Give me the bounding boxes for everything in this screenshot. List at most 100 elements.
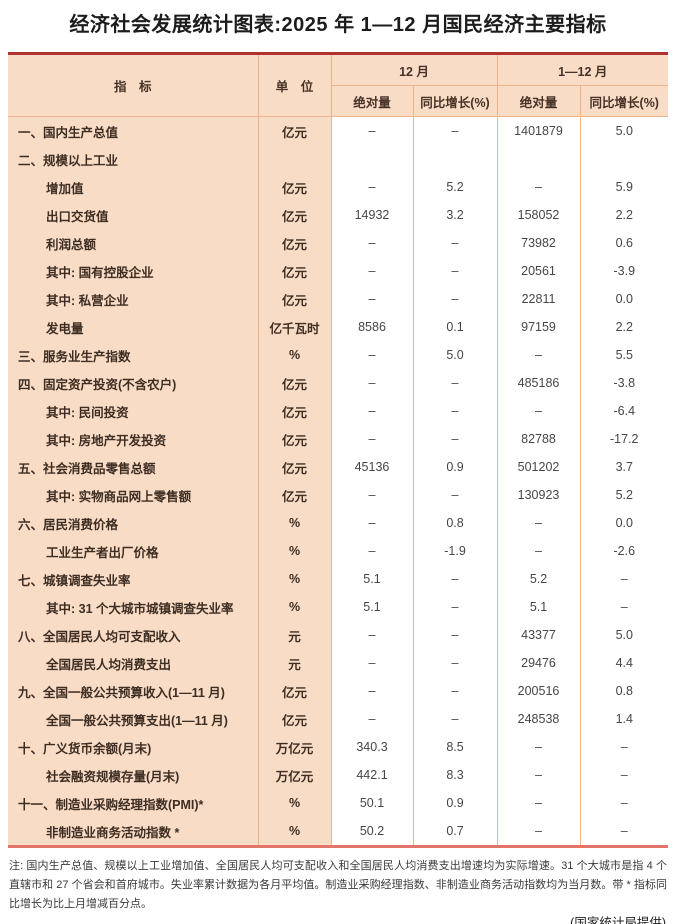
jan-dec-yoy-cell — [580, 145, 669, 173]
jan-dec-absolute-cell: – — [497, 341, 581, 369]
header-row-measures: 绝对量 同比增长(%) 绝对量 同比增长(%) — [8, 85, 669, 117]
indicator-cell: 一、国内生产总值 — [8, 116, 259, 145]
unit-cell: 亿千瓦时 — [258, 313, 332, 341]
jan-dec-yoy-cell: 4.4 — [580, 649, 669, 677]
unit-cell: 亿元 — [258, 285, 332, 313]
indicator-cell: 十一、制造业采购经理指数(PMI)* — [8, 789, 259, 817]
indicator-cell: 出口交货值 — [8, 201, 259, 229]
indicator-cell: 二、规模以上工业 — [8, 145, 259, 173]
december-yoy-cell: – — [413, 369, 498, 397]
table-row: 二、规模以上工业 — [8, 145, 669, 173]
december-yoy-cell: – — [413, 481, 498, 509]
december-absolute-cell: 50.2 — [331, 817, 414, 847]
december-absolute-cell: – — [331, 397, 414, 425]
table-row: 六、居民消费价格 % – 0.8 – 0.0 — [8, 509, 669, 537]
december-yoy-cell: 0.1 — [413, 313, 498, 341]
unit-cell: 亿元 — [258, 425, 332, 453]
unit-cell: 亿元 — [258, 397, 332, 425]
jan-dec-yoy-cell: 0.8 — [580, 677, 669, 705]
indicator-cell: 四、固定资产投资(不含农户) — [8, 369, 259, 397]
december-absolute-cell: – — [331, 116, 414, 145]
unit-cell: % — [258, 509, 332, 537]
unit-cell: 亿元 — [258, 201, 332, 229]
december-absolute-cell: 340.3 — [331, 733, 414, 761]
unit-cell: % — [258, 593, 332, 621]
december-yoy-cell: – — [413, 621, 498, 649]
jan-dec-yoy-cell: -2.6 — [580, 537, 669, 565]
jan-dec-yoy-cell: – — [580, 593, 669, 621]
indicator-cell: 社会融资规模存量(月末) — [8, 761, 259, 789]
jan-dec-yoy-cell: 2.2 — [580, 313, 669, 341]
table-row: 五、社会消费品零售总额 亿元 45136 0.9 501202 3.7 — [8, 453, 669, 481]
jan-dec-yoy-cell: – — [580, 565, 669, 593]
unit-cell: % — [258, 341, 332, 369]
table-row: 全国居民人均消费支出 元 – – 29476 4.4 — [8, 649, 669, 677]
unit-cell: 元 — [258, 621, 332, 649]
december-yoy-cell: 8.3 — [413, 761, 498, 789]
indicator-cell: 工业生产者出厂价格 — [8, 537, 259, 565]
jan-dec-absolute-cell: 200516 — [497, 677, 581, 705]
indicator-cell: 八、全国居民人均可支配收入 — [8, 621, 259, 649]
december-absolute-cell: 50.1 — [331, 789, 414, 817]
jan-dec-yoy-cell: 5.9 — [580, 173, 669, 201]
jan-dec-absolute-cell: 43377 — [497, 621, 581, 649]
jan-dec-yoy-cell: – — [580, 789, 669, 817]
indicator-cell: 六、居民消费价格 — [8, 509, 259, 537]
december-yoy-cell: 8.5 — [413, 733, 498, 761]
jan-dec-yoy-cell: – — [580, 817, 669, 847]
indicator-cell: 非制造业商务活动指数 * — [8, 817, 259, 847]
december-absolute-cell: – — [331, 229, 414, 257]
table-row: 非制造业商务活动指数 * % 50.2 0.7 – – — [8, 817, 669, 847]
unit-cell: % — [258, 789, 332, 817]
december-yoy-cell: – — [413, 565, 498, 593]
december-yoy-cell: – — [413, 705, 498, 733]
header-ytd-yoy: 同比增长(%) — [580, 85, 669, 117]
december-absolute-cell: 14932 — [331, 201, 414, 229]
december-yoy-cell: – — [413, 116, 498, 145]
jan-dec-absolute-cell: 97159 — [497, 313, 581, 341]
table-row: 其中: 国有控股企业 亿元 – – 20561 -3.9 — [8, 257, 669, 285]
december-yoy-cell: – — [413, 425, 498, 453]
december-absolute-cell: – — [331, 257, 414, 285]
jan-dec-yoy-cell: -6.4 — [580, 397, 669, 425]
indicators-table: 指 标 单 位 12 月 1—12 月 绝对量 同比增长(%) 绝对量 同比增长… — [8, 52, 669, 848]
jan-dec-absolute-cell: 130923 — [497, 481, 581, 509]
indicator-cell: 其中: 实物商品网上零售额 — [8, 481, 259, 509]
december-absolute-cell: 442.1 — [331, 761, 414, 789]
unit-cell: 亿元 — [258, 705, 332, 733]
indicator-cell: 其中: 31 个大城市城镇调查失业率 — [8, 593, 259, 621]
unit-cell: % — [258, 565, 332, 593]
jan-dec-absolute-cell: – — [497, 509, 581, 537]
table-row: 其中: 31 个大城市城镇调查失业率 % 5.1 – 5.1 – — [8, 593, 669, 621]
jan-dec-yoy-cell: 0.0 — [580, 285, 669, 313]
december-absolute-cell: – — [331, 537, 414, 565]
table-row: 一、国内生产总值 亿元 – – 1401879 5.0 — [8, 116, 669, 145]
unit-cell: 亿元 — [258, 116, 332, 145]
december-absolute-cell: – — [331, 677, 414, 705]
december-yoy-cell — [413, 145, 498, 173]
december-absolute-cell: – — [331, 649, 414, 677]
jan-dec-absolute-cell: 485186 — [497, 369, 581, 397]
december-yoy-cell: 5.2 — [413, 173, 498, 201]
table-row: 其中: 实物商品网上零售额 亿元 – – 130923 5.2 — [8, 481, 669, 509]
december-absolute-cell: – — [331, 621, 414, 649]
jan-dec-absolute-cell — [497, 145, 581, 173]
jan-dec-absolute-cell: 82788 — [497, 425, 581, 453]
table-row: 工业生产者出厂价格 % – -1.9 – -2.6 — [8, 537, 669, 565]
jan-dec-yoy-cell: -3.8 — [580, 369, 669, 397]
jan-dec-absolute-cell: 29476 — [497, 649, 581, 677]
indicator-cell: 九、全国一般公共预算收入(1—11 月) — [8, 677, 259, 705]
indicator-cell: 利润总额 — [8, 229, 259, 257]
jan-dec-yoy-cell: 5.5 — [580, 341, 669, 369]
jan-dec-yoy-cell: 2.2 — [580, 201, 669, 229]
header-ytd-absolute: 绝对量 — [497, 85, 581, 117]
table-row: 七、城镇调查失业率 % 5.1 – 5.2 – — [8, 565, 669, 593]
table-row: 九、全国一般公共预算收入(1—11 月) 亿元 – – 200516 0.8 — [8, 677, 669, 705]
table-row: 全国一般公共预算支出(1—11 月) 亿元 – – 248538 1.4 — [8, 705, 669, 733]
december-absolute-cell — [331, 145, 414, 173]
table-row: 社会融资规模存量(月末) 万亿元 442.1 8.3 – – — [8, 761, 669, 789]
table-row: 出口交货值 亿元 14932 3.2 158052 2.2 — [8, 201, 669, 229]
december-absolute-cell: 45136 — [331, 453, 414, 481]
jan-dec-absolute-cell: 5.2 — [497, 565, 581, 593]
jan-dec-absolute-cell: – — [497, 537, 581, 565]
